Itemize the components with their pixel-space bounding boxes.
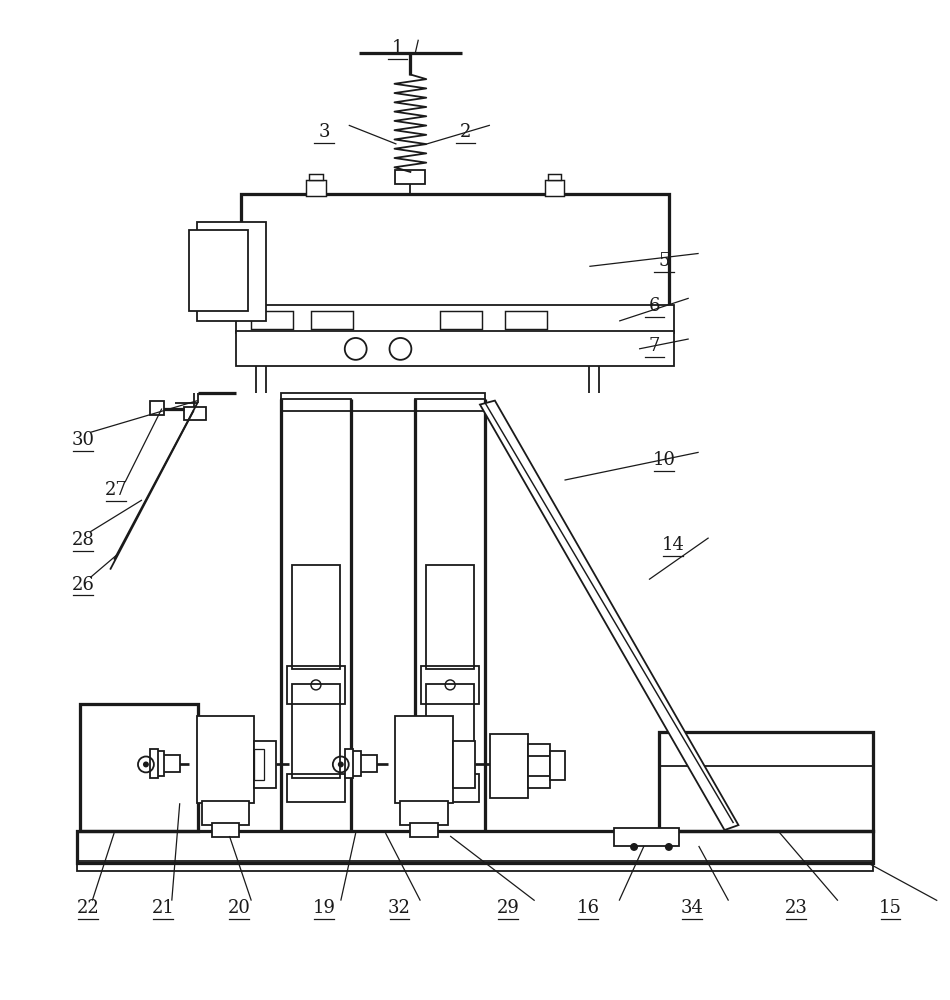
Bar [162, 755, 180, 772]
Bar [189, 230, 248, 311]
Bar [401, 801, 448, 825]
Bar [237, 305, 674, 333]
Bar [281, 393, 484, 411]
Bar [351, 751, 361, 776]
Text: 26: 26 [71, 576, 94, 594]
Bar [237, 331, 674, 366]
Text: 3: 3 [318, 123, 330, 141]
Bar [292, 684, 340, 778]
Text: 15: 15 [879, 899, 902, 917]
Text: 10: 10 [653, 451, 675, 469]
Text: 22: 22 [76, 899, 99, 917]
Bar [440, 311, 482, 329]
Circle shape [665, 843, 673, 851]
Text: 5: 5 [658, 252, 670, 270]
Bar [150, 749, 158, 778]
Bar [292, 565, 340, 669]
Bar [309, 174, 323, 180]
Bar [183, 407, 205, 420]
Bar [311, 311, 352, 329]
Circle shape [630, 843, 638, 851]
Bar [287, 666, 345, 704]
Text: 29: 29 [497, 899, 520, 917]
Bar [150, 401, 163, 415]
Circle shape [142, 761, 149, 767]
Text: 34: 34 [681, 899, 704, 917]
Text: 1: 1 [391, 39, 404, 57]
Bar [659, 732, 873, 831]
Bar [421, 666, 479, 704]
Bar [395, 716, 453, 803]
Bar [255, 741, 276, 788]
Bar [77, 861, 873, 871]
Bar [453, 741, 475, 788]
Bar [359, 755, 376, 772]
Bar [427, 565, 474, 669]
Bar [241, 194, 669, 308]
Text: 21: 21 [152, 899, 175, 917]
Bar [615, 828, 679, 846]
Bar [77, 831, 873, 863]
Text: 20: 20 [227, 899, 251, 917]
Bar [345, 749, 352, 778]
Text: 19: 19 [313, 899, 335, 917]
Text: 32: 32 [388, 899, 411, 917]
Polygon shape [480, 401, 738, 830]
Bar [281, 399, 351, 831]
Bar [544, 180, 564, 196]
Bar [255, 749, 264, 780]
Text: 6: 6 [649, 297, 660, 315]
Bar [410, 823, 438, 837]
Text: 7: 7 [649, 337, 660, 355]
Bar [197, 222, 266, 321]
Text: 27: 27 [104, 481, 127, 499]
Bar [549, 751, 565, 780]
Text: 23: 23 [785, 899, 808, 917]
Bar [306, 180, 326, 196]
Bar [527, 744, 549, 788]
Bar [415, 399, 484, 831]
Bar [81, 704, 198, 831]
Bar [156, 751, 163, 776]
Text: 28: 28 [71, 531, 94, 549]
Text: 30: 30 [71, 431, 95, 449]
Bar [421, 774, 479, 802]
Bar [197, 716, 255, 803]
Bar [395, 170, 426, 184]
Bar [547, 174, 561, 180]
Text: 14: 14 [662, 536, 685, 554]
Bar [201, 801, 249, 825]
Bar [427, 684, 474, 778]
Bar [504, 311, 546, 329]
Text: 16: 16 [577, 899, 599, 917]
Text: 2: 2 [460, 123, 471, 141]
Bar [212, 823, 239, 837]
Bar [252, 311, 293, 329]
Circle shape [338, 761, 344, 767]
Bar [287, 774, 345, 802]
Bar [490, 734, 527, 798]
